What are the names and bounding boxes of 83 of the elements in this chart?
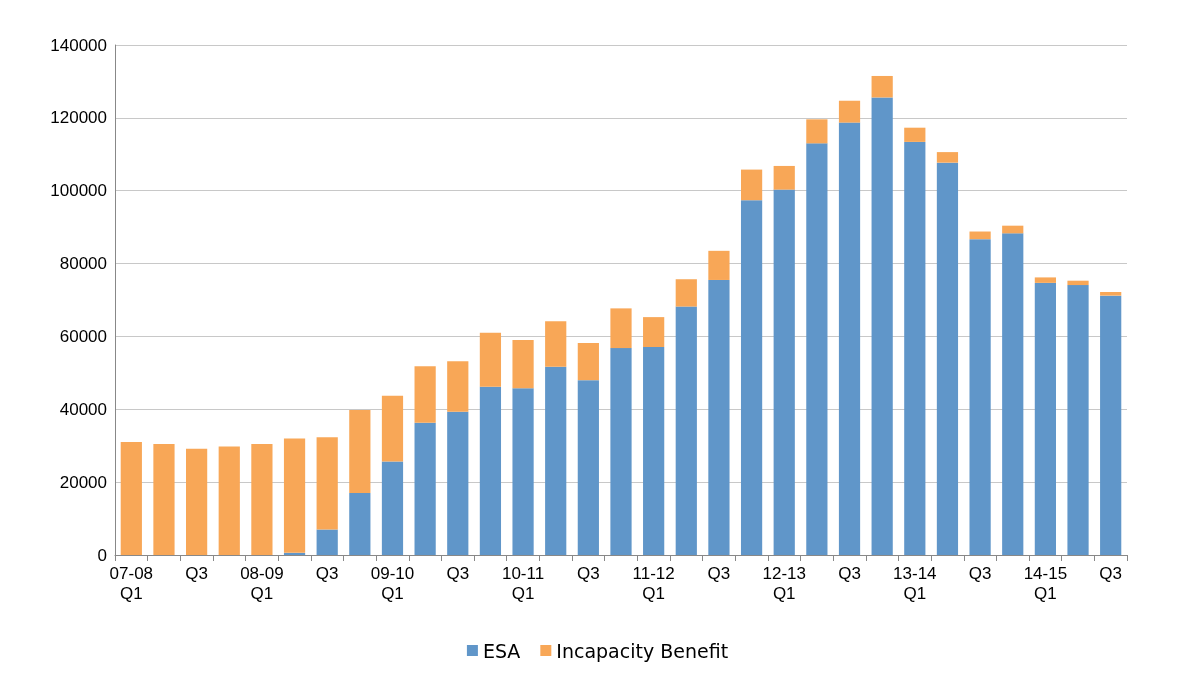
y-tick-label: 100000 bbox=[50, 181, 107, 201]
x-tick-label: 14-15 Q1 bbox=[1023, 563, 1068, 603]
x-tick-label: 12-13 Q1 bbox=[762, 563, 806, 603]
x-tick-label: 10-11 Q1 bbox=[501, 563, 545, 603]
bar bbox=[643, 346, 665, 555]
bar bbox=[610, 308, 632, 349]
bar bbox=[904, 141, 926, 555]
bar bbox=[838, 100, 861, 123]
bar bbox=[349, 410, 371, 494]
x-tick-label: Q3 bbox=[1099, 563, 1123, 583]
bar bbox=[871, 97, 893, 555]
bar bbox=[1034, 282, 1056, 555]
x-tick-label: 09-10 Q1 bbox=[370, 563, 415, 603]
bar bbox=[1002, 225, 1024, 234]
bar bbox=[120, 442, 142, 555]
y-tick-label: 120000 bbox=[50, 108, 107, 128]
bar bbox=[1067, 285, 1089, 555]
x-tick-label: Q3 bbox=[707, 563, 731, 583]
x-tick-label: Q3 bbox=[315, 563, 339, 583]
bar bbox=[969, 239, 991, 555]
bar bbox=[871, 75, 893, 98]
bar bbox=[447, 411, 469, 555]
bar bbox=[316, 529, 338, 555]
bar bbox=[414, 366, 436, 423]
bar bbox=[936, 162, 959, 555]
x-tick-label: Q3 bbox=[185, 563, 208, 583]
bar bbox=[936, 152, 959, 163]
bar bbox=[479, 386, 502, 555]
bar bbox=[381, 461, 404, 555]
bar bbox=[643, 317, 665, 347]
bar bbox=[283, 438, 306, 553]
bar bbox=[381, 395, 404, 462]
x-tick-label: Q3 bbox=[838, 563, 861, 583]
legend-label: Incapacity Benefit bbox=[556, 639, 729, 662]
bar bbox=[479, 332, 502, 387]
bar bbox=[838, 122, 861, 555]
bar bbox=[708, 279, 730, 555]
bar bbox=[904, 127, 926, 142]
bar bbox=[251, 443, 273, 555]
bar bbox=[675, 279, 697, 307]
y-tick-label: 140000 bbox=[50, 35, 107, 55]
bar bbox=[740, 200, 763, 555]
bar bbox=[545, 321, 567, 367]
x-tick-label: Q3 bbox=[577, 563, 600, 583]
legend-label: ESA bbox=[482, 639, 521, 662]
bar bbox=[512, 388, 534, 555]
bar bbox=[512, 340, 534, 389]
y-tick-label: 0 bbox=[97, 545, 107, 565]
bar bbox=[1100, 295, 1122, 555]
bar bbox=[1067, 280, 1089, 286]
y-tick-label: 60000 bbox=[59, 326, 107, 346]
bar bbox=[316, 437, 338, 530]
bar bbox=[447, 361, 469, 412]
y-tick-label: 20000 bbox=[59, 472, 107, 492]
bar bbox=[969, 231, 991, 240]
bar bbox=[1100, 291, 1122, 296]
bar bbox=[153, 443, 175, 555]
bar bbox=[773, 165, 795, 190]
y-tick-label: 80000 bbox=[59, 254, 107, 274]
x-tick-label: Q3 bbox=[446, 563, 470, 583]
bar bbox=[675, 306, 697, 555]
bar bbox=[349, 493, 371, 555]
x-tick-label: 13-14 Q1 bbox=[893, 563, 937, 603]
bar bbox=[806, 119, 828, 144]
bar bbox=[740, 169, 763, 201]
x-tick-label: 11-12 Q1 bbox=[632, 563, 675, 603]
bar bbox=[545, 366, 567, 555]
bar bbox=[283, 552, 306, 555]
x-tick-label: 07-08 Q1 bbox=[109, 563, 154, 603]
bar bbox=[577, 342, 599, 381]
bar bbox=[186, 448, 208, 555]
x-tick-label: Q3 bbox=[968, 563, 992, 583]
bar bbox=[773, 189, 795, 555]
x-tick-label: 08-09 Q1 bbox=[240, 563, 284, 603]
bar bbox=[806, 143, 828, 555]
y-tick-label: 40000 bbox=[59, 399, 107, 419]
bar bbox=[218, 446, 240, 555]
bar bbox=[414, 422, 436, 555]
bar bbox=[708, 250, 730, 280]
bar bbox=[610, 348, 632, 555]
bar bbox=[577, 380, 599, 555]
bar bbox=[1034, 277, 1056, 283]
bar bbox=[1002, 233, 1024, 555]
